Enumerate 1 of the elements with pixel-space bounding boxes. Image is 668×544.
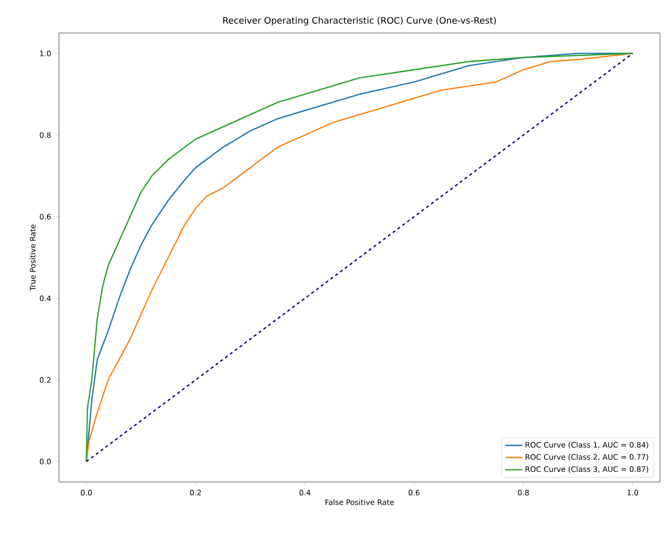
chart-title: Receiver Operating Characteristic (ROC) Curve (One-vs-Rest) [223,16,496,26]
